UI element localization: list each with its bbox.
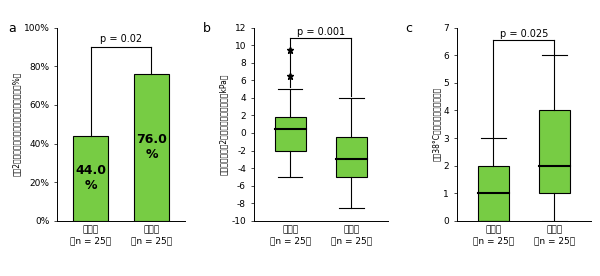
Bar bbox=[73, 136, 108, 221]
Bar bbox=[478, 166, 509, 221]
Y-axis label: 舌圧の差（術後2週間目－手術前日）（kPa）: 舌圧の差（術後2週間目－手術前日）（kPa） bbox=[220, 73, 229, 175]
Text: b: b bbox=[203, 22, 211, 35]
Text: 76.0
%: 76.0 % bbox=[136, 133, 167, 161]
Text: p = 0.02: p = 0.02 bbox=[100, 34, 142, 44]
Text: p = 0.001: p = 0.001 bbox=[297, 27, 345, 37]
Y-axis label: 術後2週間目に舌圧が減少した患者の割合（%）: 術後2週間目に舌圧が減少した患者の割合（%） bbox=[12, 72, 21, 176]
Text: a: a bbox=[8, 22, 16, 35]
Y-axis label: 術後38°C以上の発熱日数（日）: 術後38°C以上の発熱日数（日） bbox=[431, 87, 440, 161]
Bar bbox=[134, 74, 169, 221]
Text: c: c bbox=[406, 22, 413, 35]
Text: 44.0
%: 44.0 % bbox=[75, 164, 106, 192]
Bar bbox=[275, 117, 305, 150]
Bar bbox=[539, 110, 569, 193]
Text: p = 0.025: p = 0.025 bbox=[500, 29, 548, 39]
Bar bbox=[336, 137, 367, 177]
